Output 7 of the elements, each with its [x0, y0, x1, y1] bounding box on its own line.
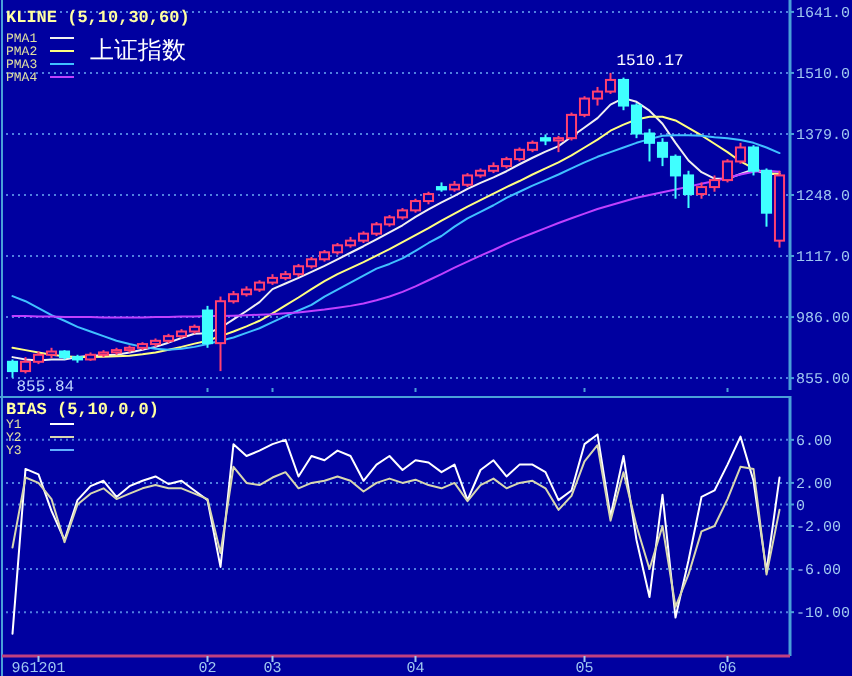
- annotation: 1510.17: [616, 52, 685, 71]
- candlestick: [6, 358, 19, 379]
- chart-title: KLINE (5,10,30,60): [6, 8, 190, 28]
- text: 上证指数: [90, 36, 186, 64]
- candlestick: [201, 304, 214, 349]
- annotation: 855.84: [16, 378, 75, 397]
- chart-title: BIAS (5,10,0,0): [6, 400, 160, 420]
